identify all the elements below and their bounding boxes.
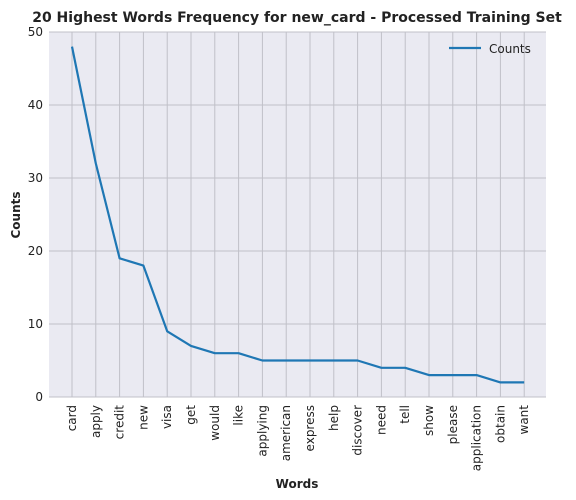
x-tick-label: need bbox=[374, 405, 388, 435]
x-tick-label: would bbox=[208, 405, 222, 441]
x-tick-label: apply bbox=[89, 405, 103, 438]
x-tick-label: show bbox=[422, 405, 436, 436]
x-tick-label: american bbox=[279, 405, 293, 461]
y-axis-ticks: 0 10 20 30 40 50 bbox=[28, 25, 43, 404]
y-tick-label: 0 bbox=[35, 390, 43, 404]
x-tick-label: get bbox=[184, 405, 198, 425]
x-axis-label: Words bbox=[276, 477, 319, 491]
series-line-counts bbox=[70, 46, 525, 384]
x-axis-ticks: card apply credit new visa get would like applyi… bbox=[65, 405, 531, 471]
x-tick-label: discover bbox=[351, 405, 365, 456]
y-tick-label: 10 bbox=[28, 317, 43, 331]
x-tick-label: application bbox=[470, 405, 484, 471]
x-tick-label: please bbox=[446, 405, 460, 444]
x-tick-label: new bbox=[136, 405, 150, 430]
grid bbox=[49, 31, 546, 398]
x-tick-label: credit bbox=[113, 405, 127, 440]
x-tick-label: like bbox=[232, 405, 246, 426]
x-tick-label: visa bbox=[160, 405, 174, 429]
x-tick-label: express bbox=[303, 405, 317, 451]
y-tick-label: 50 bbox=[28, 25, 43, 39]
y-tick-label: 20 bbox=[28, 244, 43, 258]
x-tick-label: want bbox=[517, 405, 531, 435]
y-tick-label: 30 bbox=[28, 171, 43, 185]
x-tick-label: applying bbox=[255, 405, 269, 457]
x-tick-label: help bbox=[327, 405, 341, 431]
chart-title: 20 Highest Words Frequency for new_card … bbox=[32, 10, 562, 26]
x-tick-label: tell bbox=[398, 405, 412, 424]
y-axis-label: Counts bbox=[9, 191, 23, 238]
legend: Counts bbox=[449, 42, 531, 56]
y-tick-label: 40 bbox=[28, 98, 43, 112]
legend-label: Counts bbox=[489, 42, 531, 56]
x-tick-label: obtain bbox=[493, 405, 507, 443]
plot-area bbox=[49, 32, 546, 397]
x-tick-label: card bbox=[65, 405, 79, 431]
